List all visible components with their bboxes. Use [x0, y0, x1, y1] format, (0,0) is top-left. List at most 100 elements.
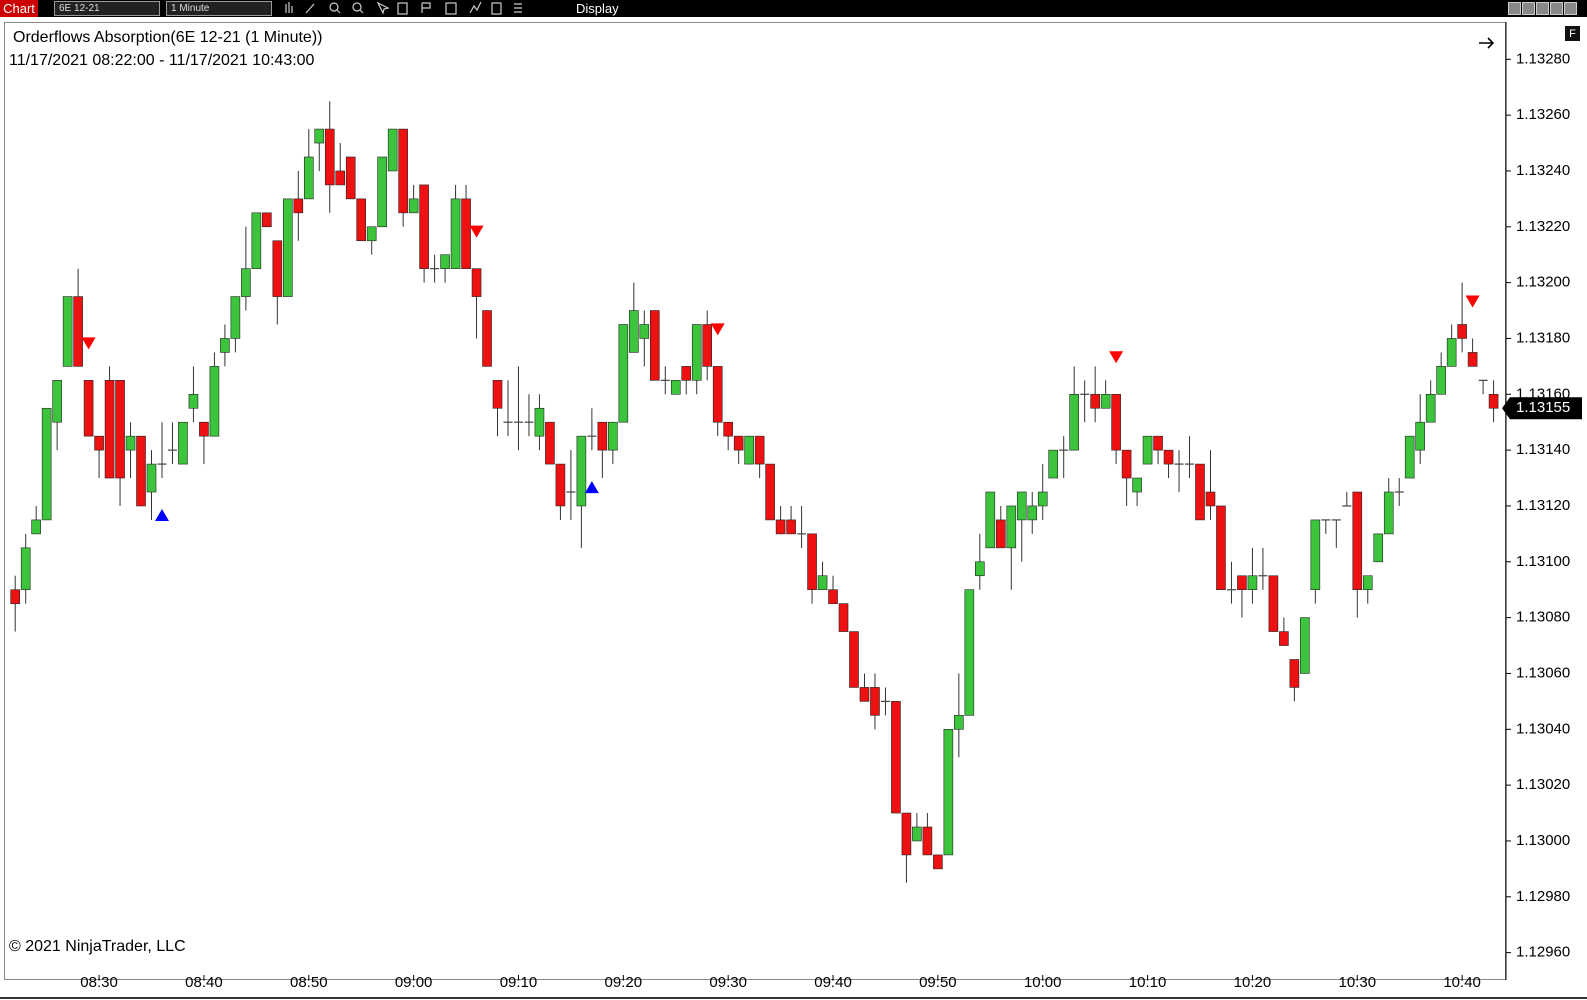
candle-body: [1404, 435, 1415, 479]
candle-body: [1383, 491, 1394, 535]
candle-body: [597, 421, 608, 451]
candle-body: [1069, 393, 1079, 451]
y-tick-label: 1.13220: [1516, 218, 1570, 235]
candle-body: [314, 128, 325, 144]
candle-body: [1195, 463, 1205, 521]
candle-body: [1467, 352, 1478, 367]
candle-body: [954, 715, 964, 730]
candle-body: [744, 435, 754, 465]
x-tick-label: 10:40: [1443, 974, 1481, 991]
candle-body: [901, 812, 912, 856]
interval-select[interactable]: 1 Minute: [166, 1, 272, 16]
y-tick-label: 1.13140: [1516, 441, 1570, 458]
candle-body: [1373, 533, 1384, 563]
candle-body: [733, 435, 744, 451]
candle-body: [115, 380, 125, 479]
candle-body: [964, 589, 975, 716]
x-tick-label: 09:40: [814, 974, 852, 991]
x-tick-label: 09:20: [605, 974, 643, 991]
candle-body: [922, 826, 933, 856]
instrument-select[interactable]: 6E 12-21: [54, 1, 160, 16]
x-tick-label: 08:50: [290, 974, 328, 991]
candle-body: [335, 170, 346, 186]
y-tick-label: 1.12960: [1516, 944, 1570, 961]
last-price-label: 1.13155: [1516, 399, 1570, 416]
chart-tab[interactable]: Chart: [0, 0, 38, 17]
toolbar-icons: [285, 1, 522, 15]
candle-body: [1163, 449, 1174, 465]
window-button[interactable]: [1508, 2, 1521, 15]
display-menu[interactable]: Display: [576, 1, 619, 16]
y-tick-label: 1.13280: [1516, 50, 1570, 67]
candle-body: [20, 547, 31, 591]
window-button[interactable]: [1536, 2, 1549, 15]
window-button[interactable]: [1522, 2, 1535, 15]
candle-body: [1205, 491, 1216, 507]
candle-body: [10, 589, 20, 604]
candle-body: [471, 268, 482, 297]
candle-body: [1488, 393, 1499, 409]
candle-body: [1237, 575, 1247, 591]
buy-signal: [154, 509, 169, 522]
candle-body: [1300, 617, 1310, 674]
candle-body: [125, 435, 136, 451]
candle-body: [440, 254, 450, 269]
panel-button[interactable]: [1565, 26, 1580, 41]
y-tick-label: 1.13080: [1516, 609, 1570, 626]
candle-body: [1425, 393, 1436, 423]
candle-body: [608, 421, 618, 451]
y-tick-label: 1.13000: [1516, 832, 1570, 849]
candle-body: [241, 268, 251, 297]
scroll-arrow[interactable]: [1479, 37, 1495, 49]
candle-body: [188, 393, 199, 409]
candle-body: [83, 380, 94, 437]
candle-body: [891, 701, 901, 814]
chart-subtitle: 11/17/2021 08:22:00 - 11/17/2021 10:43:0…: [9, 52, 315, 69]
candle-body: [1142, 435, 1153, 465]
candle-body: [618, 324, 629, 423]
copyright: © 2021 NinjaTrader, LLC: [9, 938, 186, 955]
window-button[interactable]: [1550, 2, 1563, 15]
x-tick-label: 10:10: [1129, 974, 1167, 991]
candle-body: [366, 226, 377, 242]
candle-body: [1279, 631, 1289, 646]
chart: Orderflows Absorption(6E 12-21 (1 Minute…: [0, 17, 1587, 1000]
chart-title: Orderflows Absorption(6E 12-21 (1 Minute…: [13, 29, 322, 46]
candle-body: [209, 366, 220, 437]
candle-body: [31, 519, 41, 535]
candle-body: [576, 435, 587, 507]
candle-body: [52, 380, 62, 423]
candle-body: [283, 198, 293, 297]
y-tick-label: 1.13240: [1516, 162, 1570, 179]
candle-body: [251, 212, 262, 269]
buy-signal: [584, 481, 599, 494]
sell-signal: [1109, 351, 1124, 364]
candle-body: [1048, 449, 1059, 479]
candle-body: [534, 407, 545, 437]
candle-body: [817, 575, 828, 591]
x-tick-label: 09:10: [500, 974, 538, 991]
candle-body: [649, 310, 660, 381]
x-tick-label: 09:30: [709, 974, 747, 991]
candle-body: [461, 198, 471, 269]
x-tick-label: 10:00: [1024, 974, 1062, 991]
window-button[interactable]: [1564, 2, 1577, 15]
candle-body: [230, 296, 241, 339]
y-tick-label: 1.13200: [1516, 274, 1570, 291]
candle-body: [1121, 449, 1132, 479]
candle-body: [859, 687, 870, 702]
toolbar: Chart 6E 12-21 1 Minute Display: [0, 0, 1587, 17]
candle-body: [754, 435, 765, 465]
candle-body: [985, 491, 996, 549]
candle-body: [712, 366, 723, 423]
candle-body: [555, 463, 566, 507]
candle-body: [1268, 575, 1279, 632]
candle-body: [262, 212, 272, 228]
x-tick-label: 09:00: [395, 974, 433, 991]
candle-body: [838, 603, 849, 632]
last-price-box: [1502, 397, 1582, 420]
y-tick-label: 1.13120: [1516, 497, 1570, 514]
candle-body: [933, 854, 943, 870]
candle-body: [1090, 393, 1100, 409]
